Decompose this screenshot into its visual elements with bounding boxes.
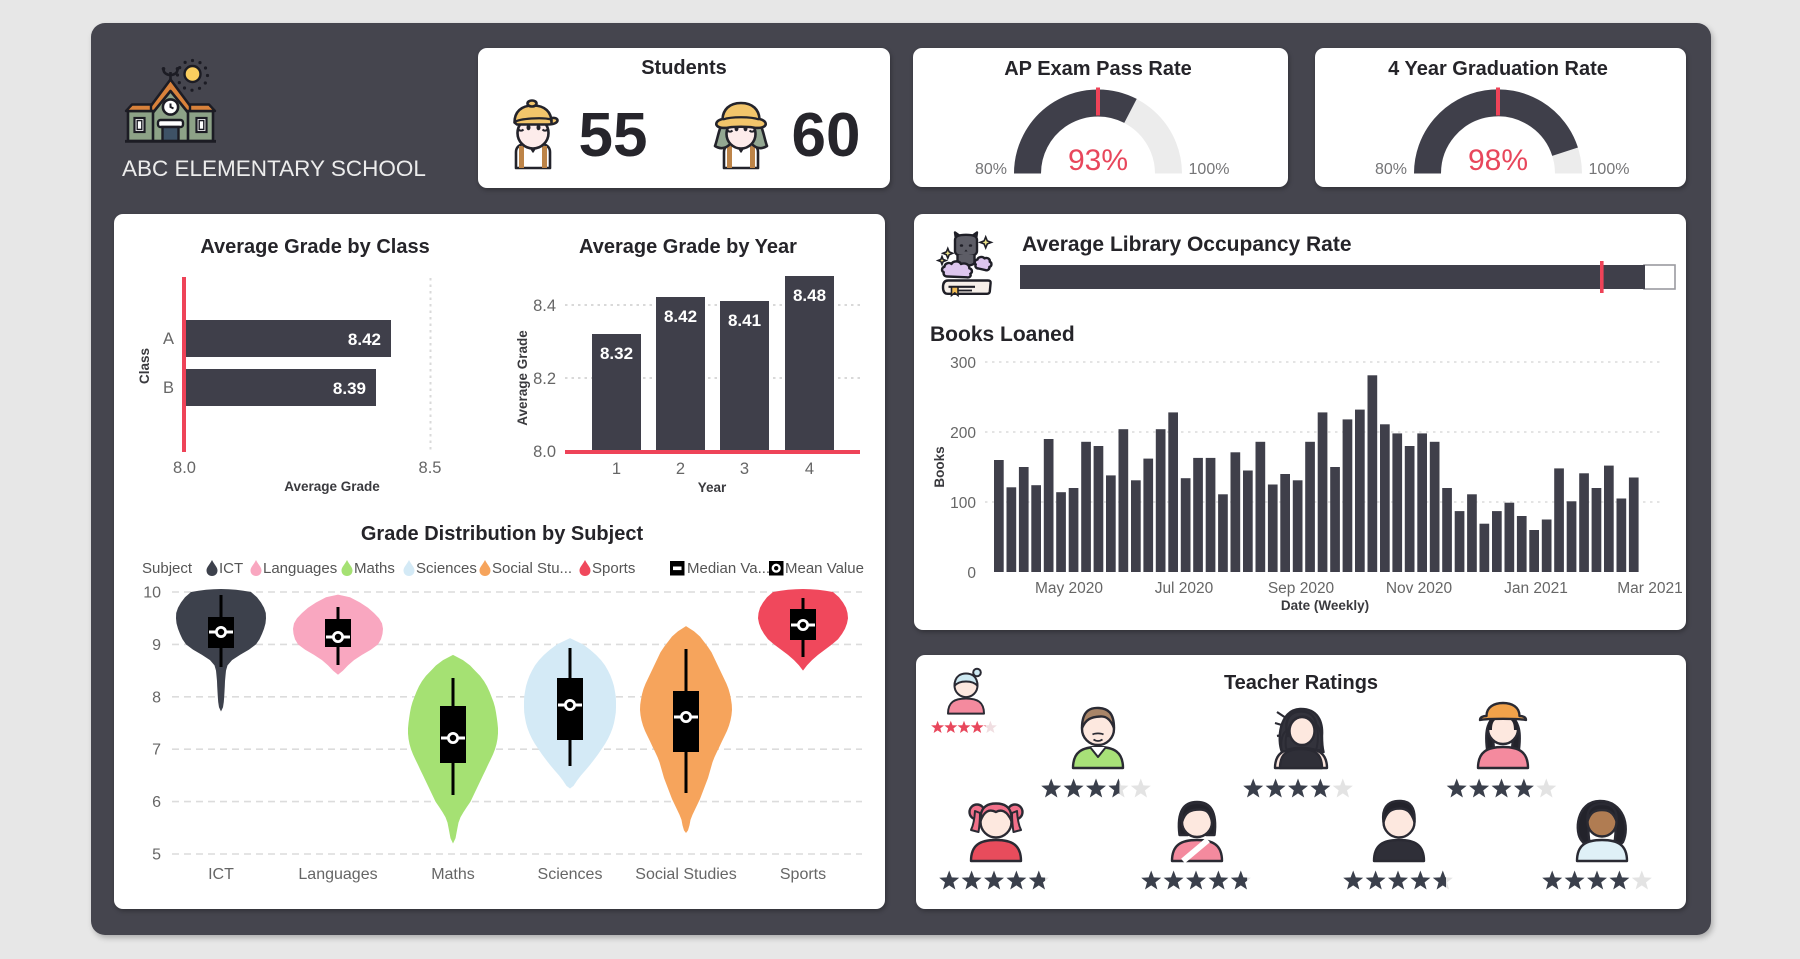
svg-text:80%: 80%	[1375, 161, 1407, 178]
svg-text:4 Year Graduation Rate: 4 Year Graduation Rate	[1388, 58, 1608, 80]
svg-text:8.48: 8.48	[793, 286, 826, 305]
svg-text:Maths: Maths	[431, 866, 475, 883]
svg-text:200: 200	[950, 425, 976, 442]
svg-text:Date (Weekly): Date (Weekly)	[1281, 598, 1369, 613]
svg-text:Sports: Sports	[780, 866, 826, 883]
svg-text:A: A	[163, 330, 174, 348]
svg-text:10: 10	[143, 585, 161, 602]
svg-text:8.4: 8.4	[533, 297, 556, 315]
svg-text:Sciences: Sciences	[416, 560, 477, 577]
svg-text:Nov 2020: Nov 2020	[1386, 580, 1453, 597]
svg-text:Class: Class	[137, 348, 152, 384]
svg-text:Sep 2020: Sep 2020	[1268, 580, 1335, 597]
svg-text:8.42: 8.42	[664, 307, 697, 326]
svg-text:2: 2	[676, 460, 685, 478]
svg-text:8.41: 8.41	[728, 311, 761, 330]
svg-text:8.32: 8.32	[600, 344, 633, 363]
svg-text:Languages: Languages	[298, 866, 377, 883]
svg-text:Average Grade: Average Grade	[284, 479, 380, 494]
svg-text:5: 5	[152, 847, 161, 864]
svg-text:Students: Students	[641, 57, 727, 79]
svg-text:Year: Year	[698, 480, 727, 495]
svg-text:8: 8	[152, 689, 161, 706]
svg-text:Maths: Maths	[354, 560, 395, 577]
svg-text:Average Grade by Class: Average Grade by Class	[200, 236, 429, 258]
svg-text:Average Grade: Average Grade	[515, 330, 530, 426]
svg-text:Social Stu...: Social Stu...	[492, 560, 572, 577]
svg-text:93%: 93%	[1068, 144, 1128, 177]
svg-text:Books Loaned: Books Loaned	[930, 323, 1075, 346]
svg-text:1: 1	[612, 460, 621, 478]
svg-text:80%: 80%	[975, 161, 1007, 178]
svg-text:May 2020: May 2020	[1035, 580, 1103, 597]
svg-text:8.2: 8.2	[533, 370, 556, 388]
svg-text:Books: Books	[932, 446, 947, 487]
svg-text:8.0: 8.0	[173, 459, 196, 477]
svg-text:9: 9	[152, 637, 161, 654]
svg-text:Subject: Subject	[142, 560, 193, 577]
svg-text:Teacher Ratings: Teacher Ratings	[1224, 672, 1378, 694]
svg-text:8.5: 8.5	[419, 459, 442, 477]
svg-text:100%: 100%	[1189, 161, 1230, 178]
svg-text:7: 7	[152, 742, 161, 759]
svg-text:Jan 2021: Jan 2021	[1504, 580, 1568, 597]
svg-text:8.0: 8.0	[533, 443, 556, 461]
svg-text:Social Studies: Social Studies	[635, 866, 736, 883]
svg-text:Median Va...: Median Va...	[687, 560, 770, 577]
svg-text:Sports: Sports	[592, 560, 635, 577]
svg-text:300: 300	[950, 355, 976, 372]
svg-text:98%: 98%	[1468, 144, 1528, 177]
svg-text:ICT: ICT	[219, 560, 243, 577]
svg-text:60: 60	[792, 101, 861, 170]
svg-text:8.39: 8.39	[333, 379, 366, 398]
svg-text:8.42: 8.42	[348, 330, 381, 349]
svg-text:Mean Value: Mean Value	[785, 560, 864, 577]
svg-text:B: B	[163, 379, 174, 397]
svg-text:55: 55	[579, 101, 648, 170]
svg-text:0: 0	[967, 565, 976, 582]
svg-text:AP Exam Pass Rate: AP Exam Pass Rate	[1004, 58, 1192, 80]
svg-text:4: 4	[805, 460, 814, 478]
svg-text:Mar 2021: Mar 2021	[1617, 580, 1682, 597]
svg-text:3: 3	[740, 460, 749, 478]
svg-text:Sciences: Sciences	[538, 866, 603, 883]
svg-text:100: 100	[950, 495, 976, 512]
svg-text:100%: 100%	[1589, 161, 1630, 178]
svg-text:Languages: Languages	[263, 560, 337, 577]
svg-text:Jul 2020: Jul 2020	[1155, 580, 1214, 597]
svg-text:ABC ELEMENTARY SCHOOL: ABC ELEMENTARY SCHOOL	[122, 156, 426, 181]
svg-text:Grade Distribution by Subject: Grade Distribution by Subject	[361, 523, 644, 545]
svg-text:ICT: ICT	[208, 866, 234, 883]
svg-text:Average Grade by Year: Average Grade by Year	[579, 236, 797, 258]
svg-text:Average Library Occupancy Rate: Average Library Occupancy Rate	[1022, 233, 1352, 256]
svg-text:6: 6	[152, 794, 161, 811]
